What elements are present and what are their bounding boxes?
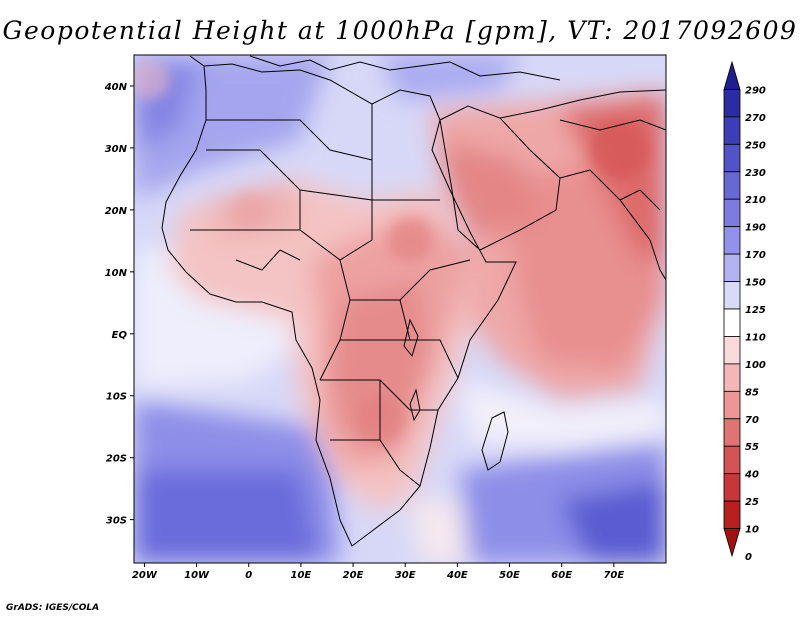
lon-tick-label: 60E bbox=[551, 570, 572, 581]
colorbar-label: 55 bbox=[745, 442, 759, 453]
credit-text: GrADS: IGES/COLA bbox=[6, 603, 100, 613]
latitude-axis: 40N 30N 20N 10N EQ 10S 20S 30S bbox=[104, 82, 134, 527]
colorbar-swatch bbox=[723, 418, 741, 447]
lon-tick-label: 40E bbox=[446, 570, 468, 581]
lat-tick-label: 20N bbox=[105, 206, 128, 217]
colorbar-swatch bbox=[723, 198, 741, 228]
longitude-axis: 20W 10W 0 10E 20E 30E 40E 50E 60E 70E bbox=[132, 563, 624, 581]
lat-tick-label: 20S bbox=[106, 454, 127, 465]
lon-tick-label: 30E bbox=[395, 570, 416, 581]
colorbar-label: 230 bbox=[745, 168, 766, 179]
colorbar-swatch bbox=[723, 89, 741, 118]
colorbar-swatch bbox=[723, 281, 741, 310]
colorbar-label: 40 bbox=[744, 470, 759, 481]
colorbar-label: 125 bbox=[745, 305, 766, 316]
lon-tick-label: 70E bbox=[603, 570, 624, 581]
colorbar-swatch bbox=[723, 500, 741, 529]
colorbar-swatch bbox=[723, 336, 741, 365]
colorbar-swatch bbox=[723, 253, 741, 282]
colorbar-label: 210 bbox=[745, 195, 766, 206]
lon-tick-label: 50E bbox=[499, 570, 520, 581]
map-title: Geopotential Height at 1000hPa [gpm], VT… bbox=[2, 16, 798, 45]
colorbar-label: 290 bbox=[745, 85, 766, 96]
colorbar-swatch bbox=[723, 445, 741, 475]
colorbar-label: 110 bbox=[745, 332, 766, 343]
colorbar-swatch bbox=[723, 60, 741, 90]
colorbar-label: 10 bbox=[745, 525, 759, 536]
colorbar-label: 85 bbox=[745, 387, 759, 398]
lat-tick-label: 40N bbox=[104, 82, 128, 93]
colorbar-swatch bbox=[723, 171, 741, 200]
lon-tick-label: 0 bbox=[245, 570, 252, 581]
colorbar-swatch bbox=[723, 363, 741, 392]
colorbar-swatch bbox=[723, 528, 741, 558]
lat-tick-label: 10N bbox=[105, 268, 128, 279]
plot-frame bbox=[133, 54, 667, 564]
colorbar-label: 190 bbox=[745, 223, 766, 234]
lon-tick-label: 10E bbox=[291, 570, 312, 581]
colorbar-swatch bbox=[723, 473, 741, 502]
colorbar-label: 100 bbox=[745, 360, 766, 371]
lon-tick-label: 20W bbox=[132, 570, 158, 581]
colorbar-label: 150 bbox=[745, 278, 766, 289]
lon-tick-label: 20E bbox=[343, 570, 364, 581]
colorbar-label: 0 bbox=[745, 552, 752, 563]
lat-tick-label: 30S bbox=[106, 516, 127, 527]
lat-tick-label: 30N bbox=[105, 144, 128, 155]
colorbar-swatch bbox=[723, 143, 741, 173]
colorbar-label: 70 bbox=[745, 415, 759, 426]
colorbar: 2902702502302101901701501251101008570554… bbox=[723, 60, 766, 563]
lat-tick-label: EQ bbox=[112, 330, 128, 341]
colorbar-swatch bbox=[723, 116, 741, 145]
coastlines bbox=[161, 55, 666, 547]
colorbar-label: 250 bbox=[745, 140, 766, 151]
colorbar-swatch bbox=[723, 390, 741, 420]
lat-tick-label: 10S bbox=[106, 392, 127, 403]
colorbar-label: 25 bbox=[745, 497, 759, 508]
colorbar-label: 170 bbox=[745, 250, 766, 261]
height-field bbox=[134, 55, 666, 563]
colorbar-label: 270 bbox=[745, 113, 766, 124]
colorbar-swatch bbox=[723, 308, 741, 337]
lon-tick-label: 10W bbox=[184, 570, 210, 581]
colorbar-swatch bbox=[723, 226, 741, 255]
